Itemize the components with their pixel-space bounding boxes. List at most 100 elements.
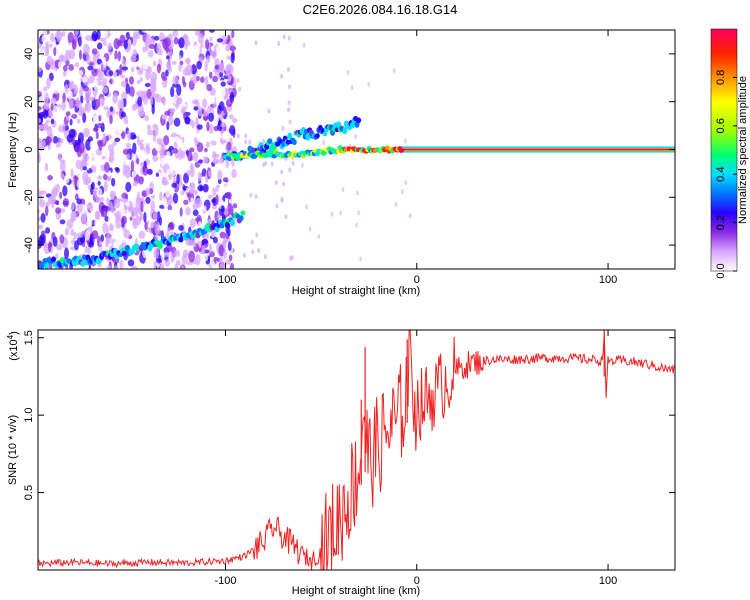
noise-blob (96, 67, 102, 78)
noise-blob (89, 140, 94, 150)
noise-blob (282, 181, 286, 187)
noise-blob (85, 229, 90, 241)
noise-blob (68, 97, 74, 110)
noise-blob (110, 205, 115, 214)
noise-blob (91, 181, 95, 190)
top-ytick-label: 40 (23, 48, 35, 60)
noise-blob (135, 60, 143, 68)
noise-blob (167, 204, 173, 211)
noise-blob (103, 173, 108, 181)
top-ytick-label: 20 (23, 96, 35, 108)
noise-blob (168, 229, 175, 237)
noise-blob (48, 72, 54, 82)
colorbar-tick-label: 0.0 (715, 263, 727, 278)
noise-blob (98, 115, 102, 122)
noise-blob (123, 39, 128, 50)
noise-blob (139, 142, 145, 151)
noise-blob (135, 207, 139, 218)
noise-blob (45, 136, 52, 144)
noise-blob (214, 64, 219, 70)
noise-blob (180, 265, 185, 269)
noise-blob (76, 202, 83, 214)
noise-blob (160, 262, 165, 269)
noise-blob (38, 95, 45, 106)
noise-blob (216, 38, 224, 43)
noise-blob (111, 214, 116, 226)
noise-blob (196, 60, 202, 70)
noise-blob (274, 180, 278, 186)
noise-blob (120, 80, 127, 88)
noise-blob (184, 116, 191, 125)
bottom-xtick-label: 0 (414, 575, 420, 587)
noise-blob (146, 168, 153, 175)
noise-blob (287, 107, 291, 113)
noise-blob (123, 229, 131, 239)
noise-blob (82, 112, 87, 123)
noise-blob (166, 121, 170, 131)
noise-blob (191, 120, 195, 129)
noise-blob (282, 34, 286, 40)
noise-blob (124, 204, 128, 210)
noise-blob (203, 147, 208, 153)
branch-blob (44, 262, 50, 269)
noise-blob (204, 75, 209, 88)
noise-blob (125, 181, 132, 193)
noise-blob (123, 114, 129, 125)
noise-blob (204, 60, 208, 72)
noise-blob (203, 254, 209, 262)
noise-blob (75, 97, 80, 109)
noise-blob (99, 37, 104, 42)
noise-blob (97, 122, 103, 129)
noise-blob (166, 168, 171, 176)
noise-blob (84, 103, 89, 112)
noise-blob (142, 248, 149, 259)
noise-blob (219, 231, 226, 239)
branch-blob (322, 131, 328, 137)
noise-blob (70, 168, 74, 178)
noise-blob (194, 182, 200, 187)
noise-blob (354, 133, 357, 139)
noise-blob (97, 180, 101, 186)
noise-blob (270, 161, 274, 167)
noise-blob (49, 194, 56, 205)
noise-blob (191, 63, 196, 72)
noise-blob (275, 203, 279, 209)
noise-blob (202, 88, 206, 97)
noise-blob (87, 65, 94, 71)
noise-blob (127, 111, 131, 123)
noise-blob (107, 144, 115, 152)
noise-blob (102, 222, 108, 234)
noise-blob (102, 56, 107, 68)
noise-blob (219, 85, 226, 98)
noise-blob (172, 214, 177, 224)
noise-blob (280, 73, 284, 79)
branch-blob (305, 133, 311, 141)
bottom-ytick-label: 1.0 (23, 408, 35, 423)
noise-blob (114, 137, 121, 143)
noise-blob (222, 130, 227, 140)
noise-blob (280, 196, 284, 202)
noise-blob (213, 256, 218, 262)
noise-blob (302, 42, 306, 48)
noise-blob (184, 124, 192, 130)
noise-blob (61, 31, 66, 37)
noise-blob (229, 45, 237, 52)
noise-blob (48, 263, 53, 269)
noise-blob (62, 123, 66, 134)
noise-blob (178, 37, 185, 49)
noise-blob (153, 112, 158, 119)
noise-blob (100, 234, 105, 243)
noise-blob (166, 151, 171, 160)
noise-blob (82, 85, 89, 92)
noise-blob (74, 145, 81, 153)
noise-blob (138, 230, 146, 239)
noise-blob (191, 152, 199, 162)
noise-blob (145, 142, 150, 155)
noise-blob (367, 81, 371, 87)
noise-blob (173, 117, 181, 127)
noise-blob (82, 77, 88, 83)
noise-blob (208, 71, 213, 79)
noise-blob (201, 248, 206, 253)
noise-blob (287, 35, 291, 41)
